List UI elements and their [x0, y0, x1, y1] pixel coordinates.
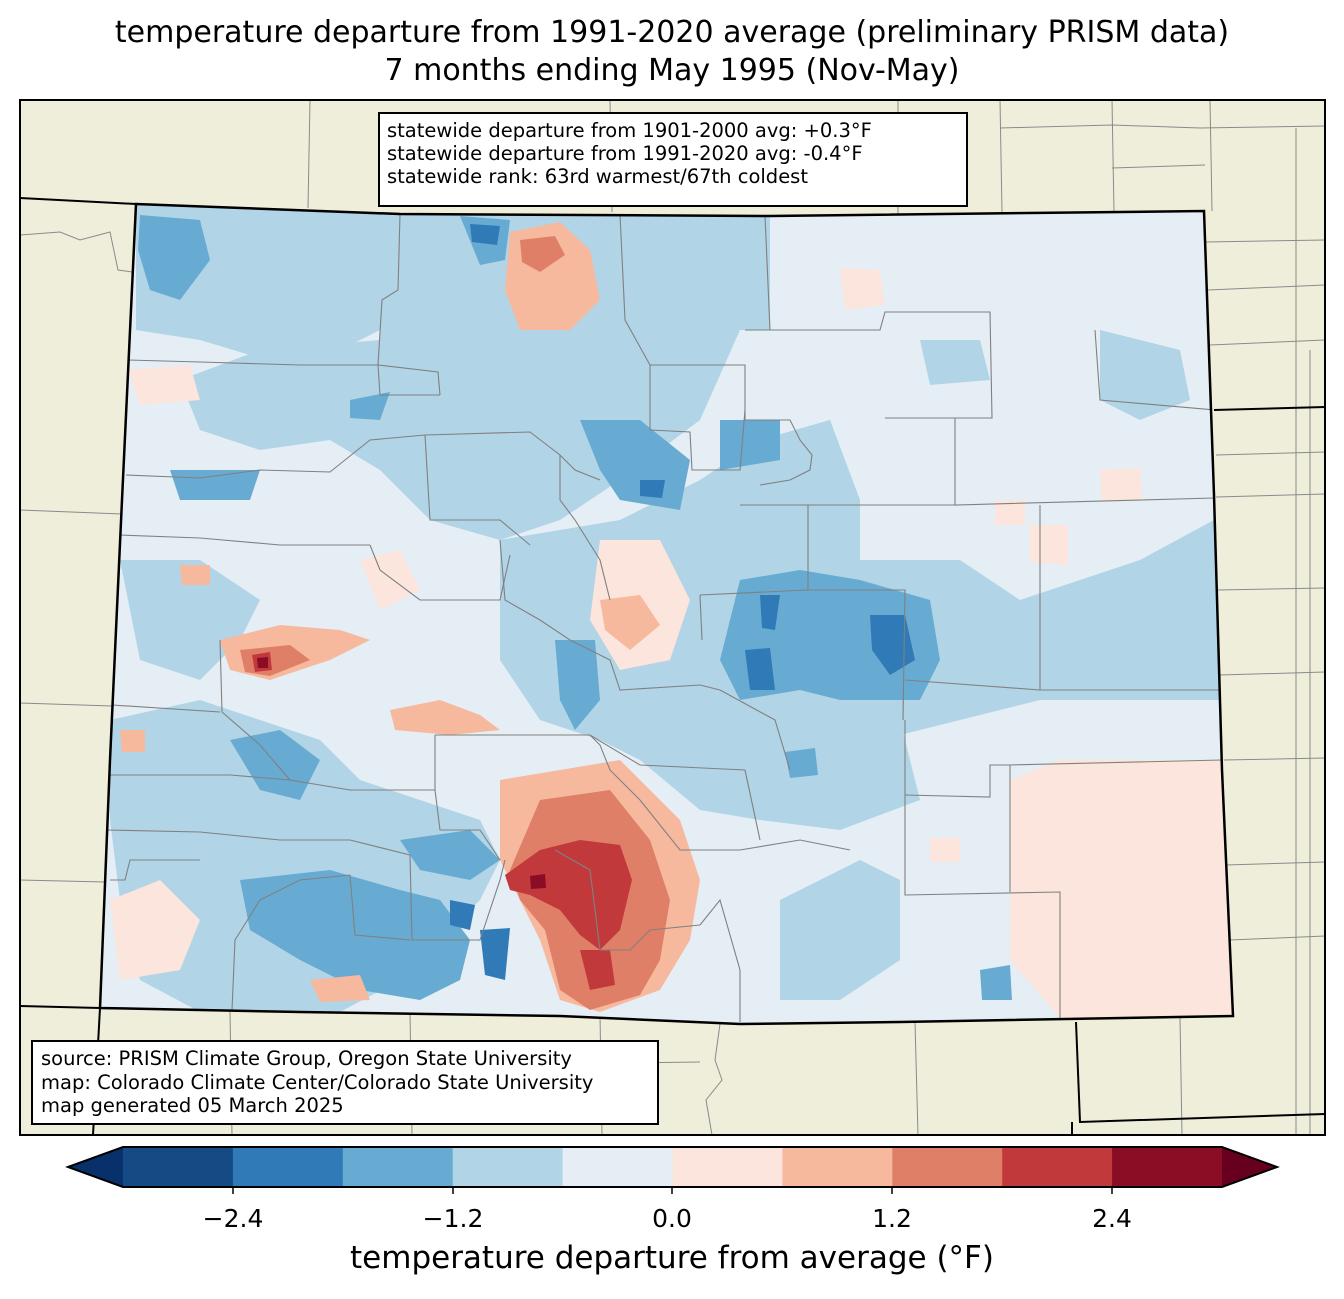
colorbar-segment: [1002, 1147, 1113, 1187]
colorbar-segment: [1112, 1147, 1223, 1187]
statewide-stats-box: statewide departure from 1901-2000 avg: …: [378, 112, 968, 207]
source-line-3: map generated 05 March 2025: [41, 1094, 344, 1117]
map-border: [19, 99, 1326, 1136]
warm-areas-hot: [252, 652, 632, 990]
colorado-county-lines: [104, 213, 1223, 1022]
source-line-1: source: PRISM Climate Group, Oregon Stat…: [41, 1047, 572, 1070]
colorbar: [65, 1146, 1280, 1194]
colorbar-low-extend: [68, 1147, 123, 1187]
colorbar-outline: [65, 1146, 1280, 1188]
map-title-line2: 7 months ending May 1995 (Nov-May): [384, 53, 960, 88]
map-frame: [20, 100, 1325, 1135]
colorbar-segment: [232, 1147, 344, 1187]
warm-areas-extreme: [257, 657, 546, 889]
stats-line-2: statewide departure from 1991-2020 avg: …: [387, 142, 863, 165]
temperature-field: [100, 204, 1233, 1024]
colorbar-label: temperature departure from average (°F): [350, 1240, 994, 1276]
colorbar-segment: [782, 1147, 893, 1187]
colorbar-segment: [123, 1147, 234, 1187]
stats-line-3: statewide rank: 63rd warmest/67th coldes…: [387, 165, 808, 188]
colorbar-segment: [892, 1147, 1003, 1187]
colorbar-segment: [452, 1147, 564, 1187]
colorbar-tick-label: −1.2: [422, 1204, 484, 1233]
colorbar-segment: [562, 1147, 673, 1187]
colorbar-tick-label: 1.2: [872, 1204, 912, 1233]
colorbar-segment: [342, 1147, 454, 1187]
map-title-line1: temperature departure from 1991-2020 ave…: [114, 15, 1230, 50]
colorbar-tick-label: 0.0: [652, 1204, 692, 1233]
source-line-2: map: Colorado Climate Center/Colorado St…: [41, 1070, 594, 1094]
stats-line-1: statewide departure from 1901-2000 avg: …: [387, 119, 872, 142]
source-box: source: PRISM Climate Group, Oregon Stat…: [31, 1040, 659, 1125]
colorbar-segment: [672, 1147, 783, 1187]
colorbar-tick-label: −2.4: [202, 1204, 264, 1233]
colorado-state-border: [98, 202, 1235, 1026]
colorbar-tick-label: 2.4: [1092, 1204, 1132, 1233]
colorbar-high-extend: [1222, 1147, 1277, 1187]
